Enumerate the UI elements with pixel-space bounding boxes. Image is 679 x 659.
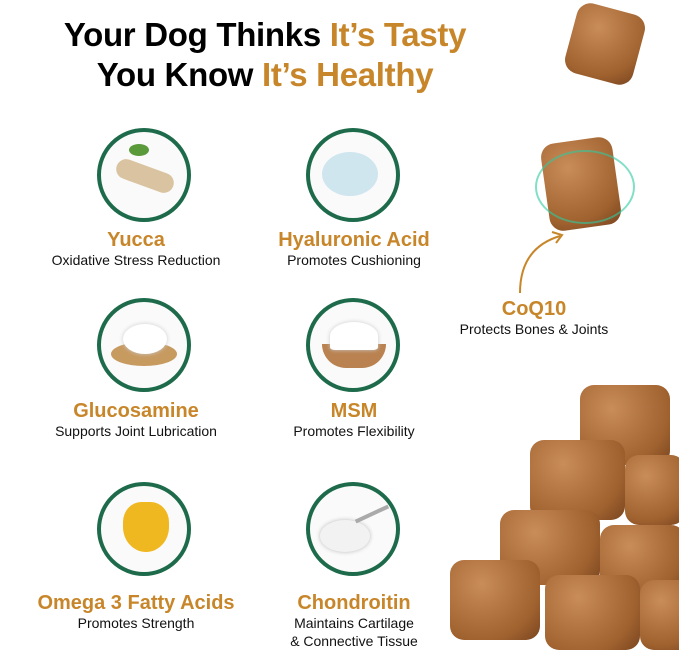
ingredient-coq10: CoQ10 Protects Bones & Joints (459, 298, 609, 337)
oil-heart-icon (97, 482, 191, 576)
chew-image (561, 0, 649, 88)
powder-spoon-icon (306, 482, 400, 576)
ingredient-hyaluronic-acid: Hyaluronic Acid Promotes Cushioning (278, 229, 430, 268)
serum-dropper-icon (306, 128, 400, 222)
yucca-root-icon (97, 128, 191, 222)
ingredient-yucca: Yucca Oxidative Stress Reduction (51, 229, 221, 268)
green-ring-decoration (535, 150, 635, 224)
headline-line-1: Your Dog Thinks It’s Tasty (63, 16, 467, 53)
powder-spoon-icon (97, 298, 191, 392)
ingredient-omega-3: Omega 3 Fatty Acids Promotes Strength (37, 592, 235, 631)
ingredient-glucosamine: Glucosamine Supports Joint Lubrication (55, 400, 217, 439)
ingredient-msm: MSM Promotes Flexibility (293, 400, 415, 439)
headline-line-2: You Know It’s Healthy (96, 56, 434, 93)
arrow-icon (519, 231, 564, 294)
ingredient-chondroitin: Chondroitin Maintains Cartilage & Connecti… (290, 592, 418, 649)
powder-bowl-icon (306, 298, 400, 392)
